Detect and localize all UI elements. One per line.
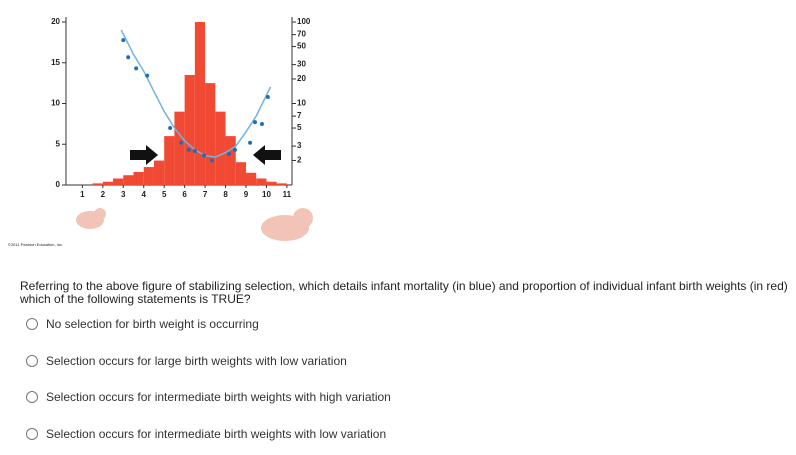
y2-tick-label: 7: [297, 111, 302, 120]
y2-tick-label: 100: [297, 17, 311, 26]
x-tick-label: 3: [121, 190, 126, 199]
chart: ©2011 Pearson Education, Inc. 0510152023…: [8, 17, 313, 247]
bar: [123, 175, 134, 185]
bar: [174, 111, 185, 185]
x-tick-label: 4: [142, 190, 147, 199]
mortality-point: [259, 122, 264, 127]
option[interactable]: No selection for birth weight is occurri…: [26, 317, 259, 331]
x-tick-label: 9: [244, 190, 249, 199]
y2-tick-label: 50: [297, 42, 306, 51]
mortality-point: [179, 140, 184, 145]
y2-tick-label: 2: [297, 156, 302, 165]
y-tick-label: 0: [56, 180, 61, 189]
option[interactable]: Selection occurs for intermediate birth …: [26, 390, 391, 404]
radio-button[interactable]: [26, 318, 38, 330]
mortality-point: [265, 95, 270, 100]
mortality-point: [202, 153, 207, 158]
radio-button[interactable]: [26, 354, 38, 367]
x-tick-label: 7: [203, 190, 208, 199]
bar: [205, 83, 216, 185]
x-tick-label: 2: [101, 190, 106, 199]
bar: [246, 172, 257, 185]
mortality-point: [126, 55, 131, 60]
x-tick-label: 8: [223, 190, 228, 199]
bar: [256, 178, 267, 185]
mortality-point: [232, 147, 237, 152]
option-label[interactable]: Selection occurs for intermediate birth …: [46, 426, 387, 441]
y2-tick-label: 20: [297, 74, 306, 83]
x-tick-label: 5: [162, 190, 167, 199]
bar: [215, 111, 226, 185]
y-tick-label: 10: [51, 99, 60, 108]
x-tick-label: 6: [182, 190, 187, 199]
bar: [143, 167, 154, 185]
arrow: [130, 145, 158, 165]
option-label[interactable]: Selection occurs for large birth weights…: [46, 353, 347, 368]
bar: [266, 181, 277, 185]
bar: [153, 160, 165, 185]
mortality-point: [168, 126, 173, 131]
y-tick-label: 15: [51, 58, 60, 67]
fetus-large: [261, 208, 313, 241]
mortality-point: [145, 73, 150, 78]
bar: [225, 136, 236, 185]
y2-tick-label: 70: [297, 30, 306, 39]
x-tick-label: 11: [283, 190, 292, 199]
y2-tick-label: 5: [297, 123, 302, 132]
y2-tick-label: 3: [297, 141, 302, 150]
x-tick-label: 10: [262, 190, 271, 199]
bar: [276, 183, 287, 185]
mortality-point: [134, 66, 139, 71]
bar: [164, 136, 175, 185]
bar: [235, 162, 246, 185]
bar: [92, 183, 103, 185]
radio-button[interactable]: [26, 427, 38, 440]
credit: ©2011 Pearson Education, Inc.: [8, 242, 63, 247]
mortality-point: [192, 149, 197, 154]
option-label[interactable]: Selection occurs for intermediate birth …: [46, 390, 391, 404]
option-label[interactable]: No selection for birth weight is occurri…: [46, 317, 259, 331]
bar: [194, 22, 206, 185]
bar: [113, 178, 124, 185]
mortality-point: [186, 147, 191, 152]
mortality-point: [253, 120, 257, 125]
option[interactable]: Selection occurs for large birth weights…: [26, 354, 347, 368]
y-tick-label: 5: [56, 139, 61, 148]
mortality-point: [121, 38, 126, 43]
arrow: [253, 145, 281, 165]
fetus-small: [76, 208, 106, 229]
y2-tick-label: 30: [297, 60, 306, 69]
y-tick-label: 20: [51, 17, 60, 26]
radio-button[interactable]: [26, 391, 38, 403]
bar: [133, 171, 144, 185]
mortality-point: [248, 140, 253, 145]
mortality-point: [227, 152, 232, 157]
y2-tick-label: 10: [297, 99, 306, 108]
bar: [184, 74, 195, 185]
bar: [102, 181, 114, 185]
mortality-point: [210, 158, 215, 163]
x-tick-label: 1: [80, 190, 85, 199]
question-text: Referring to the above figure of stabili…: [20, 279, 788, 306]
option[interactable]: Selection occurs for intermediate birth …: [26, 427, 386, 441]
